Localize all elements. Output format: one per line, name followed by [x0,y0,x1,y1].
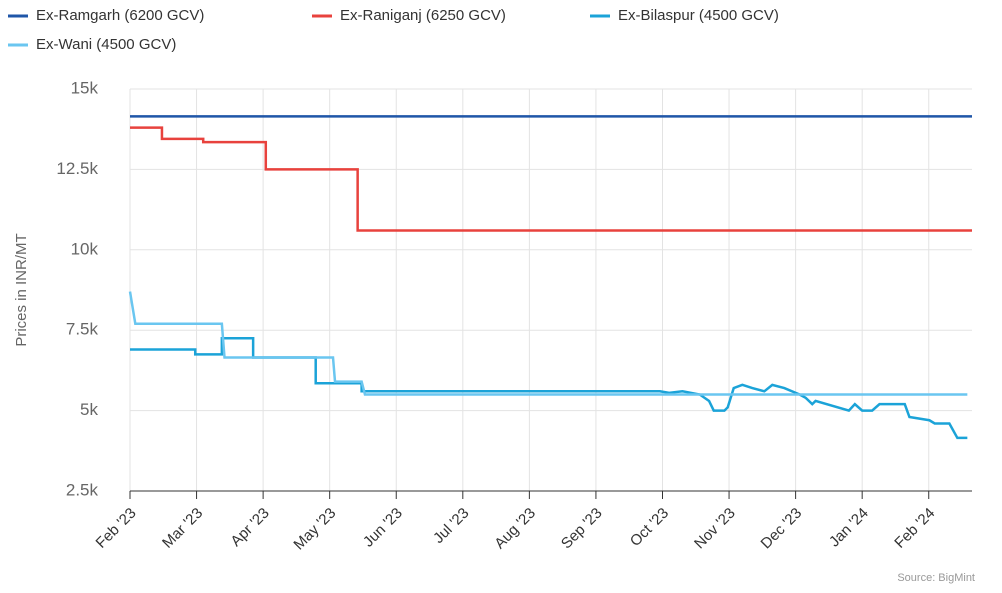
x-tick-label: Jun '23 [360,505,406,551]
y-tick-label: 7.5k [66,320,99,339]
source: Source: BigMint [897,572,975,584]
y-axis-label: Prices in INR/MT [13,233,30,346]
series-line [128,291,968,396]
x-tick-label: May '23 [290,505,339,554]
y-tick-label: 15k [71,78,99,97]
x-tick-label: Feb '23 [93,505,140,552]
y-tick-label: 10k [71,239,99,258]
legend-label: Ex-Ramgarh (6200 GCV) [36,7,204,24]
series-line [130,336,968,440]
x-tick-label: Aug '23 [491,505,539,553]
legend-label: Ex-Raniganj (6250 GCV) [340,7,506,24]
x-tick-label: Jan '24 [826,505,872,551]
x-tick-label: Jul '23 [430,505,472,547]
legend-label: Ex-Bilaspur (4500 GCV) [618,7,779,24]
x-tick-label: Mar '23 [159,505,206,552]
x-tick-label: Nov '23 [691,505,739,553]
x-tick-label: Apr '23 [227,505,272,550]
legend-label: Ex-Wani (4500 GCV) [36,36,176,53]
y-tick-label: 12.5k [56,159,98,178]
x-tick-label: Dec '23 [758,505,806,553]
y-tick-label: 5k [80,400,98,419]
x-tick-label: Oct '23 [627,505,672,550]
x-tick-label: Sep '23 [558,505,606,553]
x-tick-label: Feb '24 [891,505,938,552]
series-line [130,126,972,232]
y-tick-label: 2.5k [66,480,99,499]
